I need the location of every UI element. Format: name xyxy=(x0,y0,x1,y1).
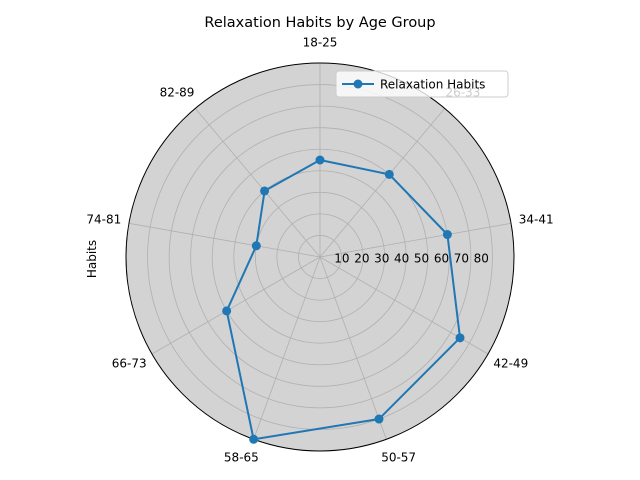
data-point xyxy=(260,186,270,196)
category-label: 34-41 xyxy=(519,212,554,226)
grid-layer xyxy=(125,62,515,452)
category-label: 50-57 xyxy=(381,451,416,465)
y-axis-label: Habits xyxy=(85,240,99,278)
angular-gridline xyxy=(319,256,387,440)
category-label: 66-73 xyxy=(112,357,147,371)
series-line xyxy=(225,159,461,441)
radial-tick-label: 30 xyxy=(374,252,389,266)
radial-tick-labels: 10 20 30 40 50 60 70 80 xyxy=(334,252,489,266)
radial-tick-label: 60 xyxy=(434,252,449,266)
legend-box xyxy=(335,70,509,98)
radial-tick-label: 10 xyxy=(334,252,349,266)
angular-gridline xyxy=(151,256,321,355)
radial-tick-label: 20 xyxy=(354,252,369,266)
chart-title: Relaxation Habits by Age Group xyxy=(204,15,435,31)
data-point xyxy=(315,155,325,165)
angular-gridline xyxy=(253,256,321,440)
data-point xyxy=(384,169,394,179)
data-point xyxy=(442,230,452,240)
polar-frame xyxy=(125,62,515,452)
category-label: 58-65 xyxy=(224,451,259,465)
radial-tick-label: 80 xyxy=(474,252,489,266)
legend: Relaxation Habits xyxy=(335,70,509,98)
series-layer xyxy=(222,155,465,444)
radial-tick-label: 70 xyxy=(454,252,469,266)
category-label: 18-25 xyxy=(303,36,338,50)
angular-gridline xyxy=(319,108,446,258)
category-label: 82-89 xyxy=(160,86,195,100)
data-point xyxy=(249,434,259,444)
category-label: 42-49 xyxy=(493,357,528,371)
radial-tick-label: 50 xyxy=(414,252,429,266)
angular-gridline xyxy=(128,222,321,258)
data-point xyxy=(374,414,384,424)
angular-gridline xyxy=(319,222,512,258)
radial-tick-label: 40 xyxy=(394,252,409,266)
data-point xyxy=(222,306,232,316)
legend-marker xyxy=(353,79,363,89)
data-point xyxy=(251,241,261,251)
category-label: 74-81 xyxy=(86,212,121,226)
data-point xyxy=(455,333,465,343)
legend-label: Relaxation Habits xyxy=(380,78,485,92)
angular-gridline xyxy=(194,108,321,258)
